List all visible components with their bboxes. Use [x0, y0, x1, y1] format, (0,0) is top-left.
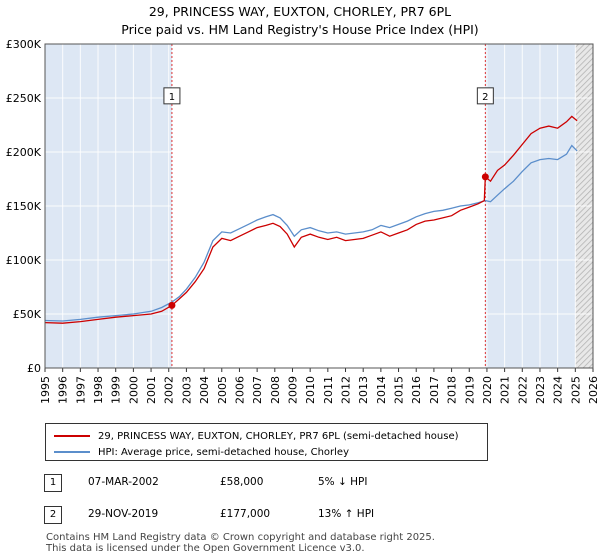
footer-copyright: Contains HM Land Registry data © Crown c… [46, 532, 435, 543]
x-tick-label: 2022 [516, 376, 529, 404]
y-tick-label: £250K [6, 92, 42, 105]
x-tick-label: 2001 [145, 376, 158, 404]
sale-marker-label: 1 [169, 92, 175, 103]
sale-marker-box [476, 87, 494, 105]
legend-item-hpi: HPI: Average price, semi-detached house,… [54, 445, 349, 459]
x-tick-label: 2006 [233, 376, 246, 404]
x-tick-label: 2002 [163, 376, 176, 404]
x-tick-label: 1999 [110, 376, 123, 404]
x-tick-label: 2007 [251, 376, 264, 404]
x-tick-label: 2024 [552, 376, 565, 404]
x-tick-label: 2003 [180, 376, 193, 404]
x-tick-label: 2004 [198, 376, 211, 404]
x-tick-label: 2005 [216, 376, 229, 404]
y-tick-label: £200K [6, 146, 42, 159]
annotation-number: 1 [44, 474, 62, 492]
annotation-date: 07-MAR-2002 [88, 476, 159, 488]
y-tick-label: £50K [13, 308, 42, 321]
y-tick-label: £0 [27, 362, 41, 375]
x-tick-label: 2025 [569, 376, 582, 404]
chart-title: 29, PRINCESS WAY, EUXTON, CHORLEY, PR7 6… [148, 4, 452, 19]
x-tick-label: 2019 [463, 376, 476, 404]
legend-item-property: 29, PRINCESS WAY, EUXTON, CHORLEY, PR7 6… [54, 429, 459, 443]
x-tick-label: 1995 [39, 376, 52, 404]
x-tick-label: 2021 [499, 376, 512, 404]
y-tick-label: £150K [6, 200, 42, 213]
legend-label-hpi: HPI: Average price, semi-detached house,… [98, 446, 350, 458]
annotation-price: £58,000 [220, 476, 264, 488]
x-tick-label: 2014 [375, 376, 388, 404]
x-tick-label: 2018 [446, 376, 459, 404]
x-tick-label: 1998 [92, 376, 105, 404]
x-tick-label: 2010 [304, 376, 317, 404]
chart-legend: 29, PRINCESS WAY, EUXTON, CHORLEY, PR7 6… [45, 423, 488, 461]
property-price-line [45, 115, 578, 324]
annotation-hpi-change: 5% ↓ HPI [318, 476, 368, 488]
x-tick-label: 2016 [410, 376, 423, 404]
hpi-line [45, 144, 578, 322]
chart-subtitle: Price paid vs. HM Land Registry's House … [121, 22, 479, 37]
x-tick-label: 2023 [534, 376, 547, 404]
x-tick-label: 2026 [587, 376, 600, 404]
sale-point [481, 173, 489, 181]
legend-swatch-hpi [54, 451, 90, 453]
x-tick-label: 1996 [57, 376, 70, 404]
annotation-hpi-change: 13% ↑ HPI [318, 508, 375, 520]
legend-label-property: 29, PRINCESS WAY, EUXTON, CHORLEY, PR7 6… [98, 430, 459, 442]
annotation-price: £177,000 [220, 508, 271, 520]
x-tick-label: 2000 [127, 376, 140, 404]
x-tick-label: 2012 [340, 376, 353, 404]
x-tick-label: 2015 [393, 376, 406, 404]
x-tick-label: 1997 [74, 376, 87, 404]
x-tick-label: 2008 [269, 376, 282, 404]
x-tick-label: 2009 [286, 376, 299, 404]
x-tick-label: 2011 [322, 376, 335, 404]
sale-marker-box [163, 87, 181, 105]
y-tick-label: £100K [6, 254, 42, 267]
x-tick-label: 2020 [481, 376, 494, 404]
plot-frame [44, 43, 594, 369]
footer-licence: This data is licensed under the Open Gov… [46, 543, 365, 554]
x-tick-label: 2013 [357, 376, 370, 404]
x-tick-label: 2017 [428, 376, 441, 404]
sale-point [168, 301, 176, 309]
y-tick-label: £300K [6, 38, 42, 51]
sale-marker-label: 2 [482, 92, 488, 103]
annotation-date: 29-NOV-2019 [88, 508, 159, 520]
price-chart: £0 £50K £100K £150K £200K £250K £300K 1995 1996 1… [6, 38, 600, 404]
annotation-number: 2 [44, 506, 62, 524]
legend-swatch-property [54, 435, 90, 437]
